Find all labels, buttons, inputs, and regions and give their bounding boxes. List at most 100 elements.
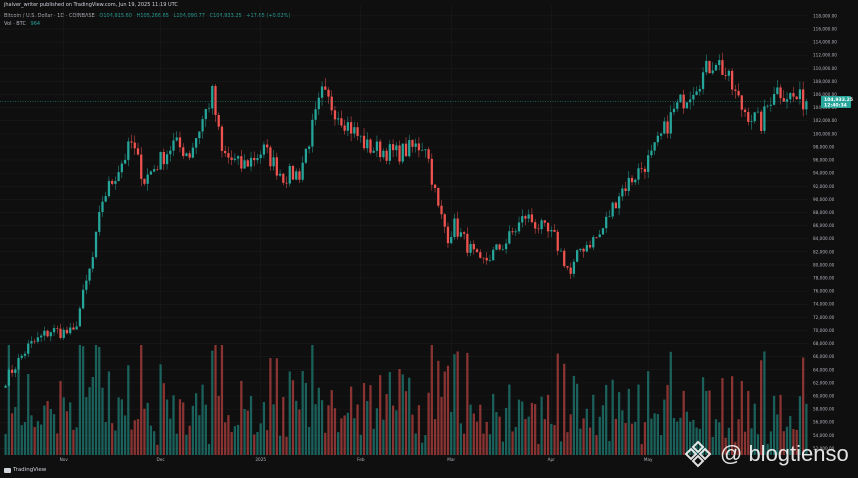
candle-body xyxy=(359,135,362,137)
candle xyxy=(721,52,724,76)
candle xyxy=(395,141,398,157)
candle xyxy=(372,147,375,154)
candle-body xyxy=(327,89,330,97)
volume-bar xyxy=(291,380,295,455)
volume-bar xyxy=(789,416,792,455)
volume-bar xyxy=(382,419,385,455)
volume-bar xyxy=(727,427,731,455)
candle-body xyxy=(779,87,782,99)
volume-bar xyxy=(543,419,546,455)
candle-body xyxy=(605,216,608,229)
candle xyxy=(475,247,479,253)
candle-body xyxy=(682,94,685,109)
candle-body xyxy=(785,99,789,102)
volume-bar xyxy=(175,433,178,455)
volume-bar xyxy=(311,345,314,455)
volume-bar xyxy=(540,396,543,455)
candle-body xyxy=(576,250,579,262)
volume-bar xyxy=(52,414,56,455)
volume-bar xyxy=(437,360,440,455)
candle-body xyxy=(634,179,637,183)
candle-body xyxy=(766,105,769,107)
candle-body xyxy=(282,173,285,183)
volume-bar xyxy=(411,414,414,455)
candle-body xyxy=(375,141,379,151)
candle-body xyxy=(4,385,7,388)
tradingview-logo[interactable]: TradingView xyxy=(4,467,46,473)
volume-bar xyxy=(372,428,375,455)
candle xyxy=(324,78,327,91)
candle-body xyxy=(207,108,211,110)
volume-bar xyxy=(369,385,372,455)
volume-bar xyxy=(617,392,621,455)
candle-body xyxy=(627,177,630,191)
candle-body xyxy=(201,119,204,132)
volume-bar xyxy=(769,431,772,455)
candle xyxy=(682,89,685,114)
candle-body xyxy=(130,141,133,143)
candle-body xyxy=(517,222,521,232)
candle xyxy=(443,213,446,233)
candle xyxy=(194,138,198,155)
candle-body xyxy=(559,250,563,252)
candle xyxy=(27,339,30,358)
candle xyxy=(669,105,672,139)
candle xyxy=(611,201,614,220)
candle-body xyxy=(608,216,611,218)
candle xyxy=(20,353,23,361)
price-tick-label: 58,000.00 xyxy=(813,407,835,412)
candle-body xyxy=(385,150,388,161)
candle-body xyxy=(85,280,88,290)
volume-bar xyxy=(330,390,333,455)
candle xyxy=(62,327,65,341)
candle xyxy=(766,104,769,109)
volume-bar xyxy=(88,387,91,455)
candle-body xyxy=(724,74,727,76)
volume-bar xyxy=(172,395,175,455)
volume-bar xyxy=(750,428,753,455)
candle xyxy=(33,338,36,345)
candle-body xyxy=(162,151,165,165)
volume-bar xyxy=(320,400,324,455)
candle-body xyxy=(46,330,49,337)
volume-bar xyxy=(795,429,798,455)
volume-bar xyxy=(240,380,243,455)
candle xyxy=(527,209,530,223)
volume-bar xyxy=(779,394,782,455)
candle xyxy=(375,135,379,158)
candle xyxy=(59,323,62,340)
volume-bar xyxy=(130,429,133,455)
volume-bar xyxy=(340,418,343,455)
volume-bar xyxy=(572,375,576,455)
volume-bar xyxy=(669,351,672,455)
candle xyxy=(459,227,463,238)
price-tick-label: 62,000.00 xyxy=(813,380,835,385)
candle xyxy=(498,243,501,251)
candle-body xyxy=(685,102,689,109)
candle-body xyxy=(230,157,233,160)
price-tick-label: 106,000.00 xyxy=(813,92,837,97)
candle xyxy=(333,105,337,126)
candle-body xyxy=(198,131,201,139)
candle xyxy=(595,237,598,239)
price-tick-label: 90,000.00 xyxy=(813,197,835,202)
candle xyxy=(117,165,120,182)
volume-bar xyxy=(601,405,605,455)
candle-body xyxy=(527,214,530,219)
candle-body xyxy=(246,160,249,167)
candle xyxy=(453,213,456,240)
volume-bar xyxy=(140,345,143,455)
volume-bar xyxy=(430,345,433,455)
candle xyxy=(740,95,743,118)
candle-body xyxy=(601,228,605,235)
volume-bar xyxy=(527,416,530,455)
candle xyxy=(146,168,149,191)
volume-bar xyxy=(14,407,17,455)
candle xyxy=(14,367,17,378)
volume-label[interactable]: Vol · BTC xyxy=(4,21,26,27)
candle-body xyxy=(114,181,117,184)
candle xyxy=(534,219,537,234)
candle xyxy=(288,163,291,187)
candle xyxy=(69,322,72,336)
